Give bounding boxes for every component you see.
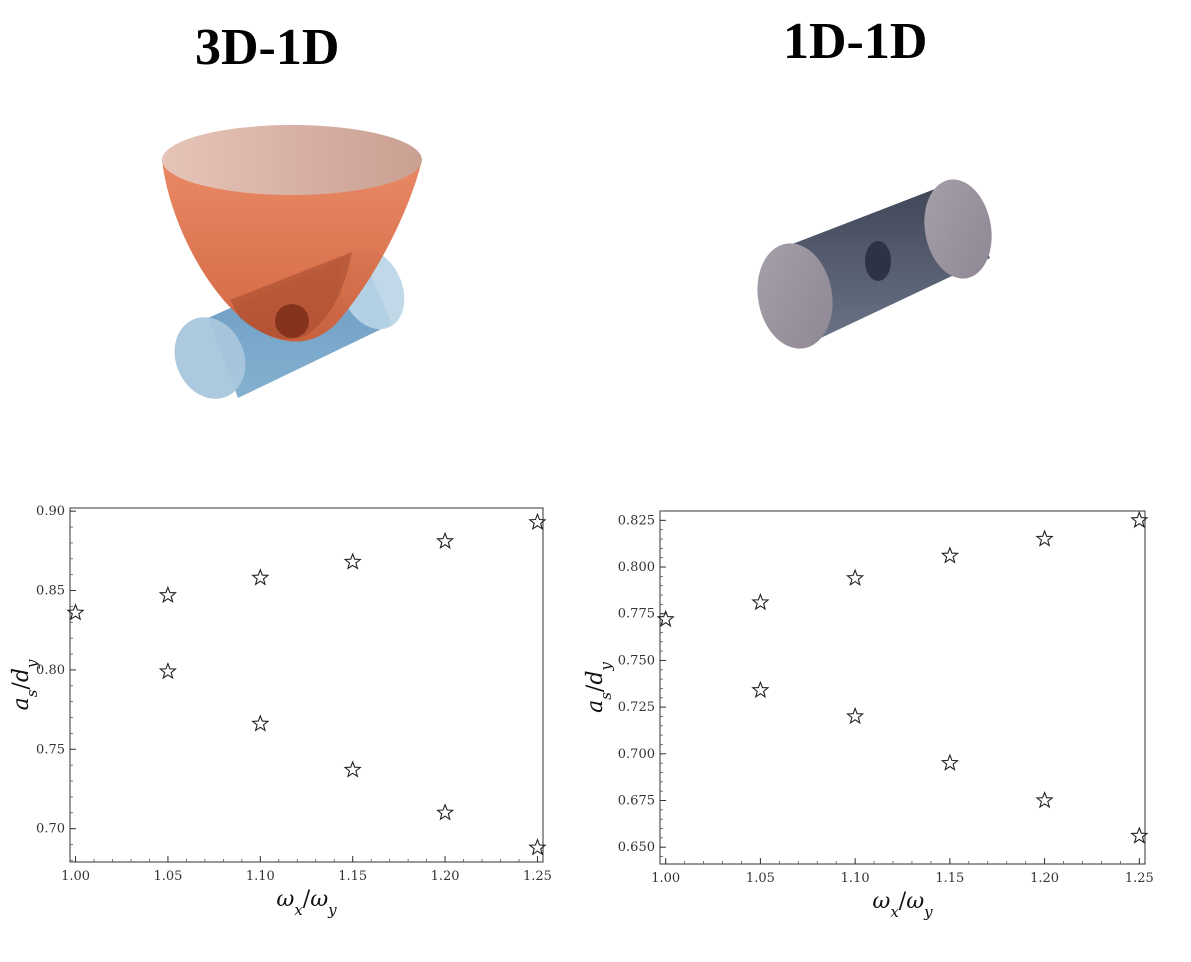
x-tick-label: 1.25 bbox=[1125, 871, 1154, 886]
data-point-star bbox=[158, 585, 177, 604]
x-tick-label: 1.20 bbox=[431, 869, 460, 884]
blue-cylinder-left-cap bbox=[174, 317, 246, 399]
data-point-star bbox=[528, 512, 547, 531]
y-tick-label: 0.750 bbox=[618, 653, 655, 668]
y-tick-label: 0.80 bbox=[36, 663, 65, 678]
y-tick-label: 0.800 bbox=[618, 560, 655, 575]
data-point-star bbox=[158, 661, 177, 680]
x-axis-label: ωx/ωy bbox=[872, 889, 933, 921]
data-point-star bbox=[251, 568, 270, 586]
data-point-star bbox=[751, 592, 770, 611]
x-tick-label: 1.15 bbox=[935, 871, 964, 886]
x-tick-label: 1.05 bbox=[746, 871, 775, 886]
paraboloid-cylinder-illustration bbox=[162, 125, 422, 399]
panel-title-3d-1d: 3D-1D bbox=[195, 19, 340, 76]
x-tick-label: 1.20 bbox=[1030, 871, 1059, 886]
y-tick-label: 0.725 bbox=[618, 700, 655, 715]
y-tick-label: 0.700 bbox=[618, 747, 655, 762]
data-point-star bbox=[343, 760, 362, 778]
x-axis-label: ωx/ωy bbox=[276, 887, 337, 919]
x-tick-label: 1.00 bbox=[651, 871, 680, 886]
x-tick-label: 1.10 bbox=[246, 869, 275, 884]
x-tick-label: 1.15 bbox=[338, 869, 367, 884]
x-tick-label: 1.25 bbox=[523, 869, 552, 884]
x-tick-label: 1.05 bbox=[153, 869, 182, 884]
dark-spot bbox=[275, 304, 309, 338]
slate-cylinder-left-cap bbox=[757, 243, 833, 349]
data-point-star bbox=[436, 531, 455, 550]
chart-1d-1d: 1.00 1.05 1.10 1.15 1.20 1.25 0.650 0.675 0.700 0… bbox=[583, 510, 1154, 921]
data-point-star bbox=[1130, 826, 1149, 844]
dark-hole bbox=[865, 241, 891, 281]
y-tick-label: 0.85 bbox=[36, 584, 65, 599]
data-point-star bbox=[1130, 510, 1149, 529]
panel-title-1d-1d: 1D-1D bbox=[783, 13, 928, 70]
y-tick-label: 0.75 bbox=[36, 742, 65, 757]
chart-3d-1d: 1.00 1.05 1.10 1.15 1.20 1.25 0.70 0.75 0.80 0.85… bbox=[9, 504, 552, 919]
data-point-star bbox=[528, 838, 547, 856]
plot-frame bbox=[69, 507, 544, 863]
x-tick-label: 1.00 bbox=[61, 869, 90, 884]
y-tick-label: 0.825 bbox=[618, 513, 655, 528]
x-tick-label: 1.10 bbox=[841, 871, 870, 886]
y-tick-label: 0.70 bbox=[36, 822, 65, 837]
y-tick-label: 0.775 bbox=[618, 607, 655, 622]
y-axis-label: as/dy bbox=[583, 662, 615, 713]
plot-frame bbox=[659, 510, 1146, 865]
y-tick-label: 0.675 bbox=[618, 793, 655, 808]
y-tick-label: 0.650 bbox=[618, 840, 655, 855]
data-point-star bbox=[1035, 790, 1054, 809]
data-point-star bbox=[343, 552, 362, 570]
overlap-region bbox=[230, 252, 352, 340]
data-point-star bbox=[846, 568, 865, 586]
slate-cylinder-illustration bbox=[757, 179, 992, 349]
data-point-star bbox=[66, 603, 85, 621]
data-point-star bbox=[251, 714, 270, 732]
data-point-star bbox=[656, 609, 675, 628]
y-axis-label: as/dy bbox=[9, 659, 41, 710]
data-point-star bbox=[940, 546, 959, 564]
paraboloid-rim bbox=[162, 125, 422, 195]
data-point-star bbox=[846, 706, 865, 725]
y-tick-label: 0.90 bbox=[36, 504, 65, 519]
slate-cylinder-right-cap bbox=[924, 179, 992, 279]
data-point-star bbox=[436, 803, 455, 821]
data-point-star bbox=[940, 753, 959, 771]
data-point-star bbox=[751, 680, 770, 699]
data-point-star bbox=[1035, 529, 1054, 547]
paraboloid-bowl bbox=[162, 160, 422, 342]
